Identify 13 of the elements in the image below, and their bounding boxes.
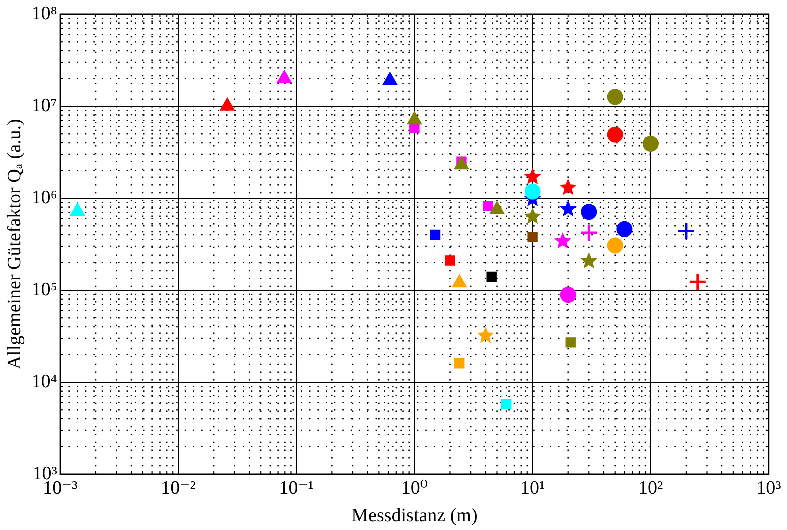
y-tick-label: 10⁴ — [32, 371, 58, 392]
x-tick-label: 10³ — [756, 478, 782, 499]
y-tick-label: 10⁸ — [32, 3, 58, 24]
x-tick-label: 10² — [638, 478, 664, 499]
x-axis-title: Messdistanz (m) — [352, 506, 478, 527]
x-tick-label: 10⁻² — [161, 478, 196, 499]
y-tick-label: 10⁶ — [32, 187, 58, 208]
x-tick-label: 10⁻¹ — [279, 478, 314, 499]
y-tick-label: 10⁵ — [32, 279, 58, 300]
x-tick-label: 10¹ — [520, 478, 546, 499]
x-tick-label: 10⁰ — [401, 478, 428, 499]
y-tick-label: 10⁷ — [32, 95, 58, 116]
y-axis-title: Allgemeiner Gütefaktor Qₐ (a.u.) — [4, 119, 26, 370]
